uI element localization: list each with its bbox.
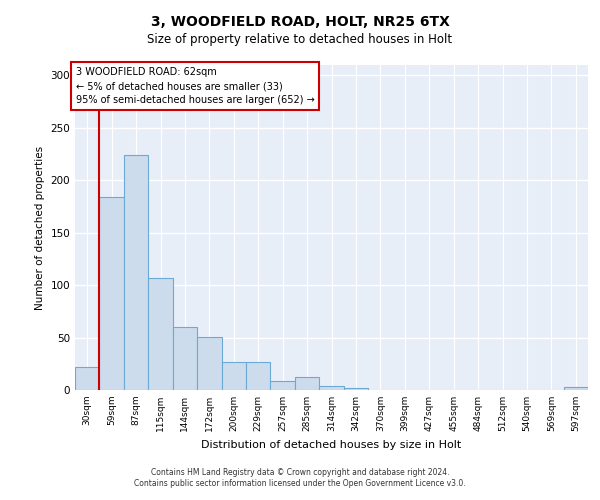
Bar (246, 362, 271, 390)
Text: Contains HM Land Registry data © Crown copyright and database right 2024.
Contai: Contains HM Land Registry data © Crown c… (134, 468, 466, 487)
Text: 3, WOODFIELD ROAD, HOLT, NR25 6TX: 3, WOODFIELD ROAD, HOLT, NR25 6TX (151, 15, 449, 29)
Bar (563, 387, 588, 390)
Bar (344, 388, 368, 390)
Bar (75, 367, 100, 390)
Bar (148, 278, 173, 390)
Bar (197, 336, 221, 390)
Bar (319, 386, 344, 390)
Y-axis label: Number of detached properties: Number of detached properties (35, 146, 45, 310)
Text: 3 WOODFIELD ROAD: 62sqm
← 5% of detached houses are smaller (33)
95% of semi-det: 3 WOODFIELD ROAD: 62sqm ← 5% of detached… (76, 67, 314, 105)
Text: Size of property relative to detached houses in Holt: Size of property relative to detached ho… (148, 32, 452, 46)
Bar (221, 362, 246, 390)
Bar (295, 378, 319, 390)
X-axis label: Distribution of detached houses by size in Holt: Distribution of detached houses by size … (202, 440, 461, 450)
Bar (173, 327, 197, 390)
Bar (100, 197, 124, 390)
Bar (271, 380, 295, 390)
Bar (124, 155, 148, 390)
